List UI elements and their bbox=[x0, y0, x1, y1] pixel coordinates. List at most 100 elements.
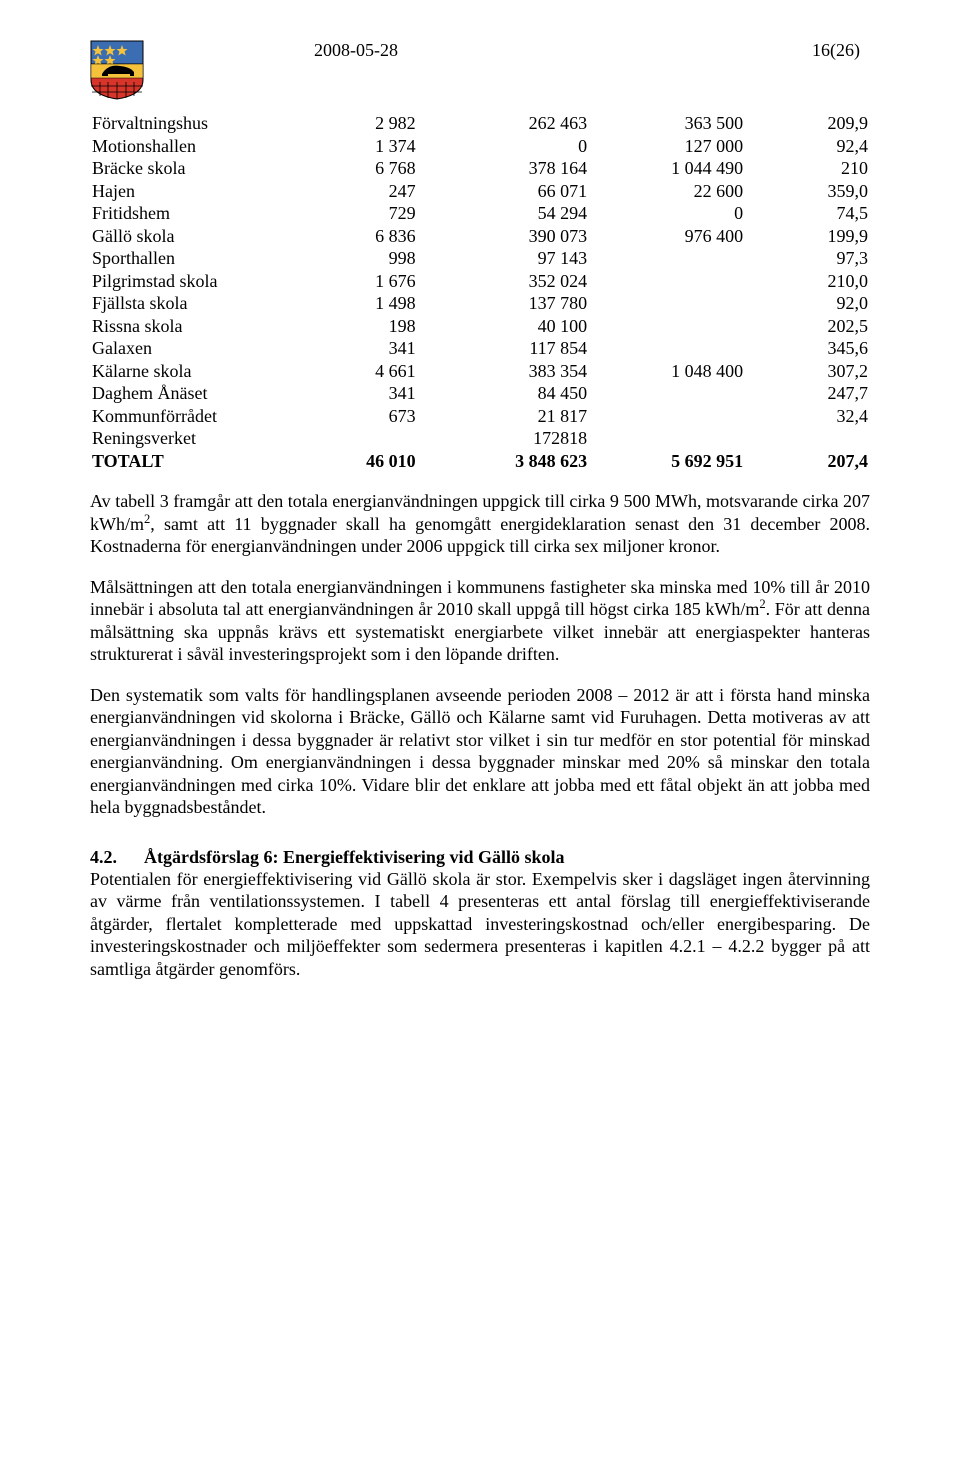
row-col1: 6 768 bbox=[308, 157, 417, 180]
table-row: Pilgrimstad skola1 676352 024210,0 bbox=[90, 270, 870, 293]
row-col4: 210,0 bbox=[745, 270, 870, 293]
row-col4: 199,9 bbox=[745, 225, 870, 248]
page-header: 2008-05-28 16(26) bbox=[90, 40, 870, 100]
table-row: Kommunförrådet67321 817 32,4 bbox=[90, 405, 870, 428]
row-col3 bbox=[589, 315, 745, 338]
row-col3: 976 400 bbox=[589, 225, 745, 248]
row-label: Bräcke skola bbox=[90, 157, 308, 180]
energy-table: Förvaltningshus2 982262 463363 500209,9M… bbox=[90, 112, 870, 472]
table-row: Bräcke skola6 768378 1641 044 490210 bbox=[90, 157, 870, 180]
total-col1: 46 010 bbox=[308, 450, 417, 473]
row-col1: 198 bbox=[308, 315, 417, 338]
row-col2: 40 100 bbox=[418, 315, 590, 338]
row-label: Pilgrimstad skola bbox=[90, 270, 308, 293]
row-label: Kommunförrådet bbox=[90, 405, 308, 428]
row-col1: 341 bbox=[308, 337, 417, 360]
paragraph-4: Potentialen för energieffektivisering vi… bbox=[90, 868, 870, 981]
row-label: Hajen bbox=[90, 180, 308, 203]
row-col4: 202,5 bbox=[745, 315, 870, 338]
row-col1: 6 836 bbox=[308, 225, 417, 248]
section-heading: 4.2. Åtgärdsförslag 6: Energieffektivise… bbox=[90, 847, 870, 868]
total-col3: 5 692 951 bbox=[589, 450, 745, 473]
row-label: Sporthallen bbox=[90, 247, 308, 270]
row-col1: 2 982 bbox=[308, 112, 417, 135]
paragraph-1: Av tabell 3 framgår att den totala energ… bbox=[90, 490, 870, 558]
row-col2: 54 294 bbox=[418, 202, 590, 225]
row-col4: 32,4 bbox=[745, 405, 870, 428]
row-col2: 352 024 bbox=[418, 270, 590, 293]
row-col2: 97 143 bbox=[418, 247, 590, 270]
row-col1: 247 bbox=[308, 180, 417, 203]
row-col4: 209,9 bbox=[745, 112, 870, 135]
row-col2: 383 354 bbox=[418, 360, 590, 383]
table-row: Rissna skola19840 100 202,5 bbox=[90, 315, 870, 338]
row-label: Galaxen bbox=[90, 337, 308, 360]
section-title: Åtgärdsförslag 6: Energieffektivisering … bbox=[144, 847, 564, 868]
row-col4: 210 bbox=[745, 157, 870, 180]
table-row: Förvaltningshus2 982262 463363 500209,9 bbox=[90, 112, 870, 135]
row-col2: 137 780 bbox=[418, 292, 590, 315]
row-col2: 378 164 bbox=[418, 157, 590, 180]
table-row: Hajen24766 07122 600359,0 bbox=[90, 180, 870, 203]
row-col1: 1 498 bbox=[308, 292, 417, 315]
document-page: 2008-05-28 16(26) Förvaltningshus2 98226… bbox=[0, 0, 960, 1058]
row-col1: 1 374 bbox=[308, 135, 417, 158]
row-col3: 127 000 bbox=[589, 135, 745, 158]
table-row: Reningsverket 172818 bbox=[90, 427, 870, 450]
table-total-row: TOTALT46 0103 848 6235 692 951207,4 bbox=[90, 450, 870, 473]
row-col3: 1 048 400 bbox=[589, 360, 745, 383]
row-col4: 97,3 bbox=[745, 247, 870, 270]
row-col4: 92,4 bbox=[745, 135, 870, 158]
row-col3: 1 044 490 bbox=[589, 157, 745, 180]
row-col3 bbox=[589, 405, 745, 428]
row-col1: 998 bbox=[308, 247, 417, 270]
row-col4: 74,5 bbox=[745, 202, 870, 225]
row-col4: 307,2 bbox=[745, 360, 870, 383]
row-col3 bbox=[589, 337, 745, 360]
row-label: Kälarne skola bbox=[90, 360, 308, 383]
row-col3 bbox=[589, 292, 745, 315]
table-row: Fjällsta skola1 498137 780 92,0 bbox=[90, 292, 870, 315]
row-col4: 345,6 bbox=[745, 337, 870, 360]
row-col3: 363 500 bbox=[589, 112, 745, 135]
total-label: TOTALT bbox=[90, 450, 308, 473]
table-row: Sporthallen99897 143 97,3 bbox=[90, 247, 870, 270]
row-col3 bbox=[589, 382, 745, 405]
row-col2: 172818 bbox=[418, 427, 590, 450]
p1-part-b: , samt att 11 byggnader skall ha genomgå… bbox=[90, 514, 870, 557]
row-col2: 21 817 bbox=[418, 405, 590, 428]
row-col2: 84 450 bbox=[418, 382, 590, 405]
row-col3: 22 600 bbox=[589, 180, 745, 203]
header-page-number: 16(26) bbox=[812, 40, 870, 61]
paragraph-2: Målsättningen att den totala energianvän… bbox=[90, 576, 870, 666]
row-label: Fritidshem bbox=[90, 202, 308, 225]
row-col1 bbox=[308, 427, 417, 450]
row-col3: 0 bbox=[589, 202, 745, 225]
row-col1: 673 bbox=[308, 405, 417, 428]
row-label: Reningsverket bbox=[90, 427, 308, 450]
row-col1: 341 bbox=[308, 382, 417, 405]
row-col4: 359,0 bbox=[745, 180, 870, 203]
row-col2: 0 bbox=[418, 135, 590, 158]
row-col4 bbox=[745, 427, 870, 450]
table-row: Galaxen341117 854345,6 bbox=[90, 337, 870, 360]
municipal-crest-icon bbox=[90, 40, 144, 100]
row-label: Fjällsta skola bbox=[90, 292, 308, 315]
row-col1: 729 bbox=[308, 202, 417, 225]
row-col1: 4 661 bbox=[308, 360, 417, 383]
row-col3 bbox=[589, 247, 745, 270]
table-row: Daghem Ånäset34184 450247,7 bbox=[90, 382, 870, 405]
table-row: Gällö skola6 836390 073976 400199,9 bbox=[90, 225, 870, 248]
table-row: Fritidshem72954 294074,5 bbox=[90, 202, 870, 225]
table-row: Kälarne skola4 661383 3541 048 400307,2 bbox=[90, 360, 870, 383]
paragraph-3: Den systematik som valts för handlingspl… bbox=[90, 684, 870, 819]
row-label: Förvaltningshus bbox=[90, 112, 308, 135]
table-row: Motionshallen1 3740127 00092,4 bbox=[90, 135, 870, 158]
header-date: 2008-05-28 bbox=[144, 40, 812, 61]
p2-part-a: Målsättningen att den totala energianvän… bbox=[90, 577, 870, 620]
row-col3 bbox=[589, 270, 745, 293]
row-label: Rissna skola bbox=[90, 315, 308, 338]
row-col4: 92,0 bbox=[745, 292, 870, 315]
row-col2: 262 463 bbox=[418, 112, 590, 135]
row-col4: 247,7 bbox=[745, 382, 870, 405]
